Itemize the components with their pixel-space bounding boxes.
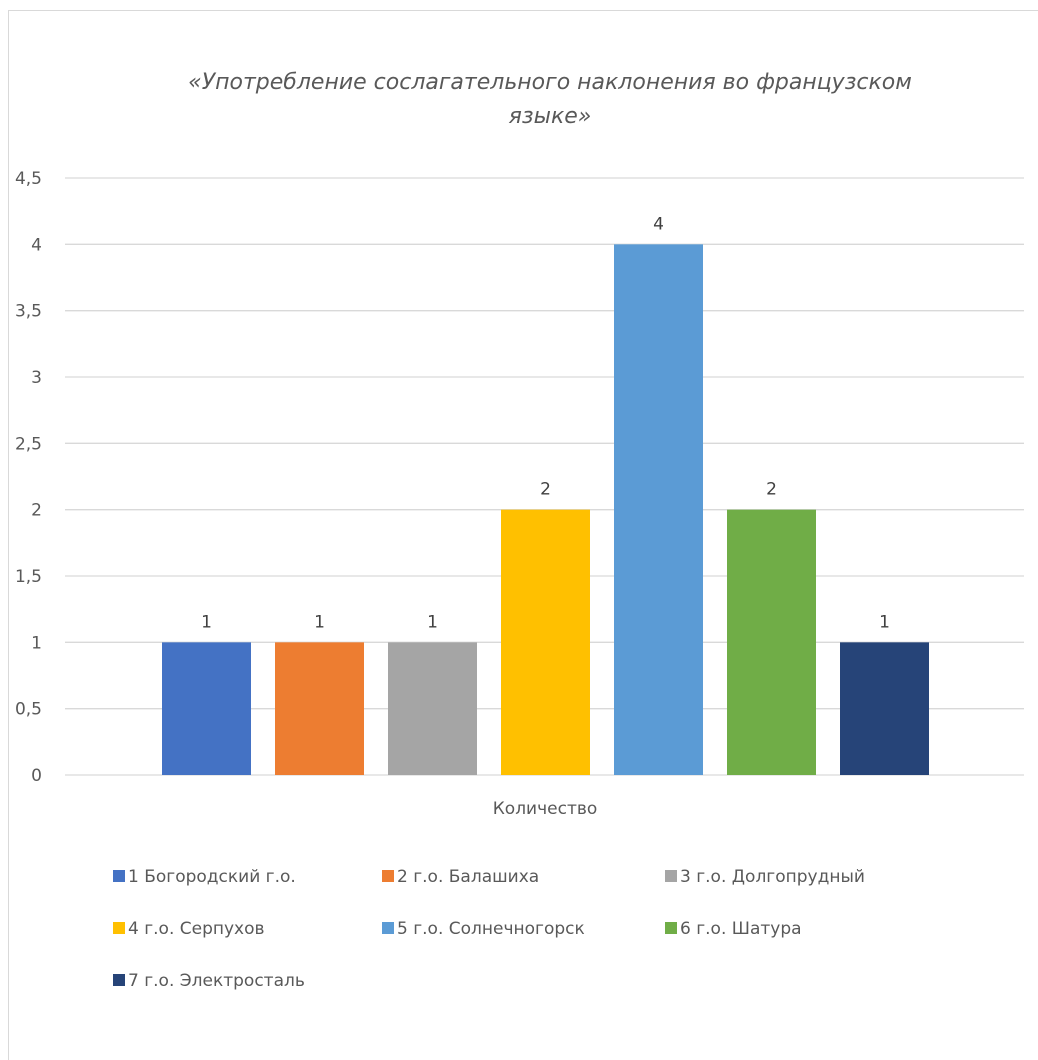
bars — [162, 244, 929, 776]
legend-label: 5 г.о. Солнечногорск — [397, 919, 585, 939]
y-tick-label: 4,5 — [15, 169, 42, 189]
legend-swatch — [382, 922, 394, 934]
bar-3 — [388, 642, 477, 775]
legend-label: 2 г.о. Балашиха — [397, 867, 539, 887]
chart-title-line-2: языке» — [509, 104, 592, 129]
bar-5 — [614, 244, 703, 776]
y-tick-label: 0,5 — [15, 700, 42, 720]
legend-swatch — [113, 922, 125, 934]
data-label: 2 — [540, 480, 551, 500]
legend-swatch — [665, 870, 677, 882]
y-tick-label: 2,5 — [15, 434, 42, 454]
chart-title-line-1: «Употребление сослагательного наклонения… — [188, 70, 912, 95]
y-tick-label: 3,5 — [15, 302, 42, 322]
data-label: 1 — [201, 612, 212, 632]
bar-2 — [275, 642, 364, 775]
category-label: Количество — [493, 799, 598, 819]
bar-4 — [501, 509, 590, 775]
legend-label: 3 г.о. Долгопрудный — [680, 867, 865, 887]
y-tick-label: 1 — [31, 633, 42, 653]
bar-6 — [727, 509, 816, 775]
data-label: 1 — [427, 612, 438, 632]
y-tick-label: 4 — [31, 235, 42, 255]
y-tick-label: 2 — [31, 501, 42, 521]
y-tick-label: 1,5 — [15, 567, 42, 587]
data-label: 2 — [766, 480, 777, 500]
y-tick-label: 0 — [31, 766, 42, 786]
bar-1 — [162, 642, 251, 775]
legend-swatch — [113, 870, 125, 882]
legend-swatch — [113, 974, 125, 986]
data-label: 1 — [314, 612, 325, 632]
legend-label: 7 г.о. Электросталь — [128, 971, 305, 991]
y-tick-label: 3 — [31, 368, 42, 388]
y-axis: 0 0,5 1 1,5 2 2,5 3 3,5 4 4,5 — [15, 169, 42, 786]
legend-label: 1 Богородский г.о. — [128, 867, 296, 887]
data-labels: 1 1 1 2 4 2 1 — [201, 214, 890, 632]
data-label: 1 — [879, 612, 890, 632]
legend-swatch — [382, 870, 394, 882]
legend-label: 6 г.о. Шатура — [680, 919, 802, 939]
data-label: 4 — [653, 214, 664, 234]
legend-label: 4 г.о. Серпухов — [128, 919, 265, 939]
chart-frame — [8, 10, 1038, 1060]
legend-swatch — [665, 922, 677, 934]
legend: 1 Богородский г.о. 2 г.о. Балашиха 3 г.о. … — [113, 867, 865, 991]
bar-7 — [840, 642, 929, 775]
